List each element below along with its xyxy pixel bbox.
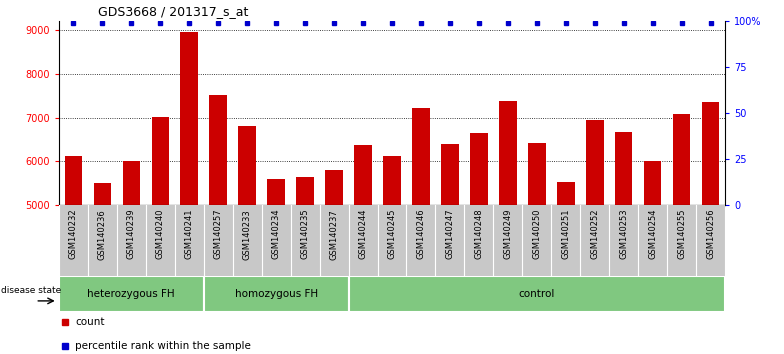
Bar	[325, 170, 343, 205]
Text: homozygous FH: homozygous FH	[234, 289, 318, 299]
Bar	[296, 177, 314, 205]
Bar	[209, 95, 227, 205]
Text: GSM140240: GSM140240	[156, 209, 165, 259]
Bar	[122, 161, 140, 205]
Text: GSM140251: GSM140251	[561, 209, 570, 259]
Bar	[383, 156, 401, 205]
Text: GSM140253: GSM140253	[619, 209, 628, 259]
Text: GSM140234: GSM140234	[271, 209, 281, 259]
Text: GDS3668 / 201317_s_at: GDS3668 / 201317_s_at	[98, 5, 249, 18]
Text: GSM140256: GSM140256	[706, 209, 715, 259]
Bar	[267, 179, 285, 205]
Text: control: control	[519, 289, 555, 299]
Text: heterozygous FH: heterozygous FH	[88, 289, 175, 299]
Bar	[702, 102, 720, 205]
Text: GSM140246: GSM140246	[416, 209, 426, 259]
Bar	[644, 161, 662, 205]
Text: GSM140241: GSM140241	[185, 209, 194, 259]
Text: GSM140233: GSM140233	[242, 209, 252, 259]
Bar	[93, 183, 111, 205]
Bar	[59, 276, 204, 312]
Text: GSM140247: GSM140247	[445, 209, 455, 259]
Bar	[349, 276, 725, 312]
Bar	[557, 182, 575, 205]
Bar	[64, 156, 82, 205]
Text: GSM140252: GSM140252	[590, 209, 599, 259]
Text: count: count	[75, 317, 105, 327]
Bar	[441, 144, 459, 205]
Text: GSM140244: GSM140244	[358, 209, 368, 259]
Bar	[180, 32, 198, 205]
Text: GSM140236: GSM140236	[98, 209, 107, 259]
Bar	[151, 117, 169, 205]
Text: GSM140239: GSM140239	[127, 209, 136, 259]
Bar	[412, 108, 430, 205]
Bar	[528, 143, 546, 205]
Bar	[586, 120, 604, 205]
Text: GSM140250: GSM140250	[532, 209, 542, 259]
Text: GSM140255: GSM140255	[677, 209, 686, 259]
Text: GSM140232: GSM140232	[69, 209, 78, 259]
Bar	[615, 132, 633, 205]
Bar	[204, 276, 349, 312]
Text: GSM140245: GSM140245	[387, 209, 397, 259]
Text: percentile rank within the sample: percentile rank within the sample	[75, 341, 252, 350]
Bar	[470, 132, 488, 205]
Text: GSM140257: GSM140257	[214, 209, 223, 259]
Text: GSM140254: GSM140254	[648, 209, 657, 259]
Text: GSM140235: GSM140235	[300, 209, 310, 259]
Bar	[354, 145, 372, 205]
Text: disease state: disease state	[1, 286, 61, 295]
Text: GSM140249: GSM140249	[503, 209, 513, 259]
Bar	[499, 101, 517, 205]
Bar	[673, 114, 691, 205]
Text: GSM140248: GSM140248	[474, 209, 484, 259]
Bar	[238, 126, 256, 205]
Text: GSM140237: GSM140237	[329, 209, 339, 259]
